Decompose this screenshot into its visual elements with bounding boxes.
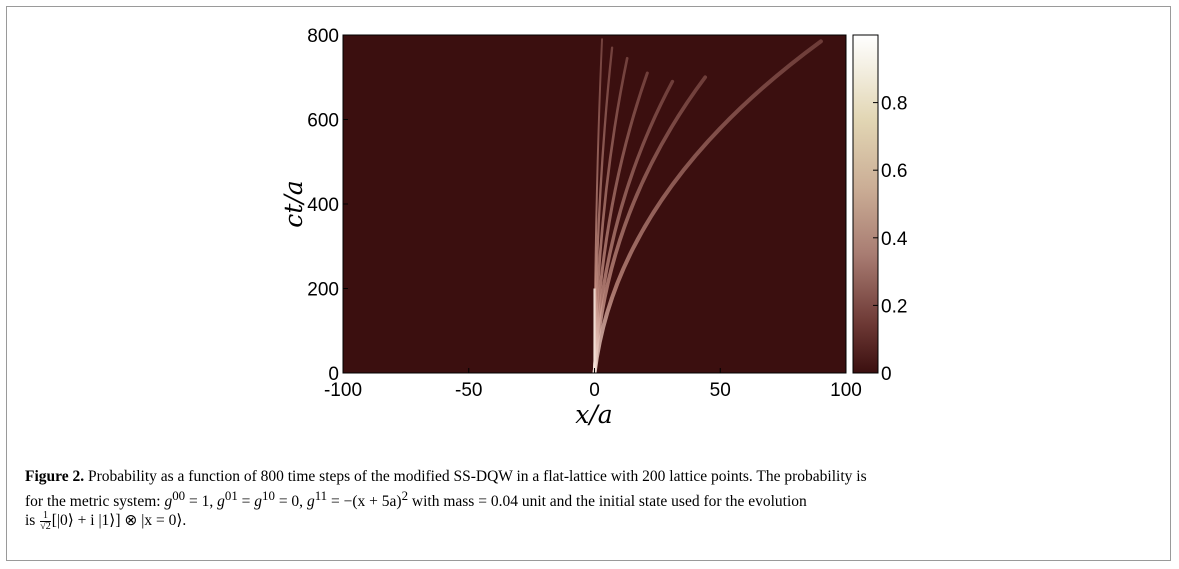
x-tick-label: -50 bbox=[455, 380, 482, 401]
caption-g01-sup: 01 bbox=[224, 488, 238, 503]
figure-caption: Figure 2. Probability as a function of 8… bbox=[25, 468, 867, 533]
figure-frame: -100 -50 0 50 100 0 200 400 600 800 x/a ct/a 0 0.… bbox=[6, 6, 1171, 561]
y-axis-label: ct/a bbox=[279, 180, 308, 227]
colorbar-tick-label: 0.8 bbox=[881, 94, 907, 115]
caption-fraction-den: √2 bbox=[40, 521, 51, 533]
x-axis-label: x/a bbox=[575, 400, 612, 429]
caption-eq3: = −(x + 5a) bbox=[327, 493, 402, 511]
caption-fraction-num: 1 bbox=[40, 511, 51, 523]
caption-line3-pre: is bbox=[25, 512, 40, 530]
y-tick-label: 600 bbox=[307, 111, 339, 132]
caption-g10: g bbox=[254, 493, 263, 511]
caption-g10-sup: 10 bbox=[262, 488, 275, 503]
caption-square: 2 bbox=[401, 488, 409, 503]
caption-eq1: = 1, bbox=[185, 493, 218, 511]
caption-g00-sup: 00 bbox=[172, 488, 186, 503]
chart-svg: -100 -50 0 50 100 0 200 400 600 800 x/a ct/a 0 0.… bbox=[279, 26, 908, 429]
colorbar-tick-label: 0.6 bbox=[881, 161, 907, 182]
caption-g00: g bbox=[164, 493, 173, 511]
x-tick-label: 50 bbox=[710, 380, 731, 401]
colorbar-ticks: 0 0.2 0.4 0.6 0.8 bbox=[873, 94, 908, 385]
heatmap-ridges bbox=[592, 35, 823, 373]
x-tick-label: -100 bbox=[324, 380, 362, 401]
colorbar bbox=[852, 34, 879, 374]
y-tick-label: 0 bbox=[328, 364, 339, 385]
colorbar-tick-label: 0.2 bbox=[881, 296, 907, 317]
colorbar-tick-label: 0.4 bbox=[881, 229, 908, 250]
caption-g11: g bbox=[306, 493, 315, 511]
x-tick-label: 100 bbox=[830, 380, 862, 401]
heatmap-ridge bbox=[592, 39, 823, 373]
y-tick-label: 800 bbox=[307, 26, 339, 47]
caption-fraction: 1 √2 bbox=[40, 511, 51, 532]
x-tick-label: 0 bbox=[589, 380, 600, 401]
x-axis-ticks: -100 -50 0 50 100 bbox=[324, 368, 862, 401]
colorbar-tick-label: 0 bbox=[881, 364, 892, 385]
caption-label: Figure 2. bbox=[25, 468, 85, 485]
y-axis-ticks: 0 200 400 600 800 bbox=[307, 26, 348, 385]
caption-line2-post: with mass = 0.04 unit and the initial st… bbox=[408, 493, 807, 511]
heatmap-ridge bbox=[592, 75, 708, 373]
caption-line2-pre: for the metric system: bbox=[25, 493, 165, 511]
y-tick-label: 400 bbox=[307, 195, 339, 216]
caption-g11-sup: 11 bbox=[314, 488, 328, 503]
caption-g01: g bbox=[217, 493, 225, 511]
caption-line1: Probability as a function of 800 time st… bbox=[84, 468, 867, 485]
caption-line3-post: [|0⟩ + i |1⟩] ⊗ |x = 0⟩. bbox=[51, 512, 187, 530]
caption-eq2: = 0, bbox=[274, 493, 307, 511]
y-tick-label: 200 bbox=[307, 280, 339, 301]
